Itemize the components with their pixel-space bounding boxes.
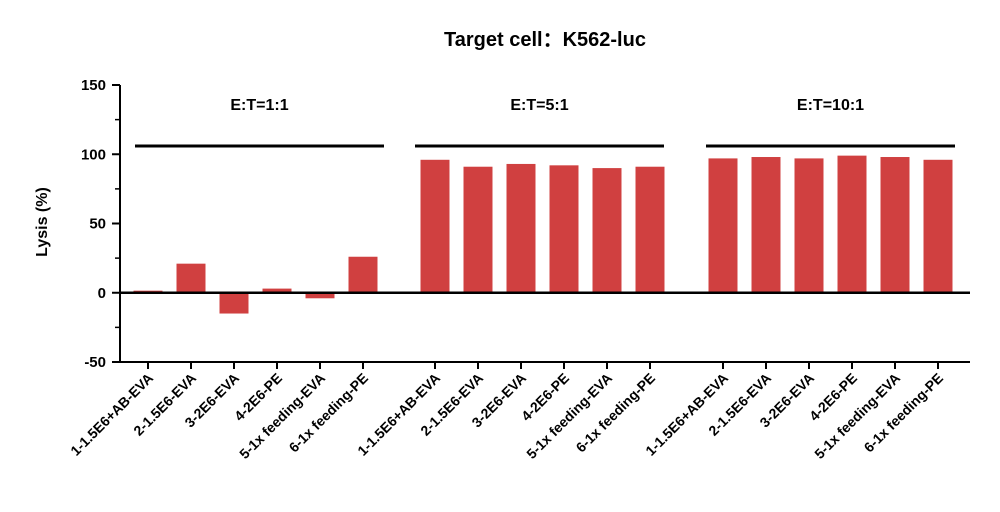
- group-label: E:T=5:1: [510, 97, 568, 114]
- bar: [348, 256, 378, 293]
- bar: [549, 165, 579, 293]
- y-tick-label: 50: [89, 216, 106, 233]
- bar: [176, 263, 206, 293]
- chart-title: Target cell：K562-luc: [444, 29, 646, 51]
- bar: [305, 292, 335, 299]
- y-tick-label: 0: [98, 285, 106, 302]
- x-tick-label: 6-1x feeding-PE: [861, 370, 947, 456]
- bar: [794, 158, 824, 293]
- bar: [219, 292, 249, 314]
- y-axis-label: Lysis (%): [34, 187, 51, 257]
- bar: [420, 159, 450, 293]
- bar: [708, 158, 738, 293]
- y-tick-label: 150: [81, 77, 106, 94]
- plot-area: -50050100150E:T=1:11-1.5E6+AB-EVA2-1.5E6…: [67, 77, 970, 462]
- bar: [923, 159, 953, 293]
- bar: [837, 155, 867, 293]
- x-tick-label: 6-1x feeding-PE: [573, 370, 659, 456]
- bar: [262, 288, 292, 293]
- group-label: E:T=10:1: [797, 97, 864, 114]
- bar: [506, 163, 536, 293]
- bar: [880, 157, 910, 293]
- bar: [751, 157, 781, 293]
- bar: [635, 166, 665, 293]
- y-tick-label: 100: [81, 146, 106, 163]
- y-tick-label: -50: [84, 354, 106, 371]
- group-label: E:T=1:1: [230, 97, 288, 114]
- bar: [463, 166, 493, 293]
- bar: [592, 168, 622, 293]
